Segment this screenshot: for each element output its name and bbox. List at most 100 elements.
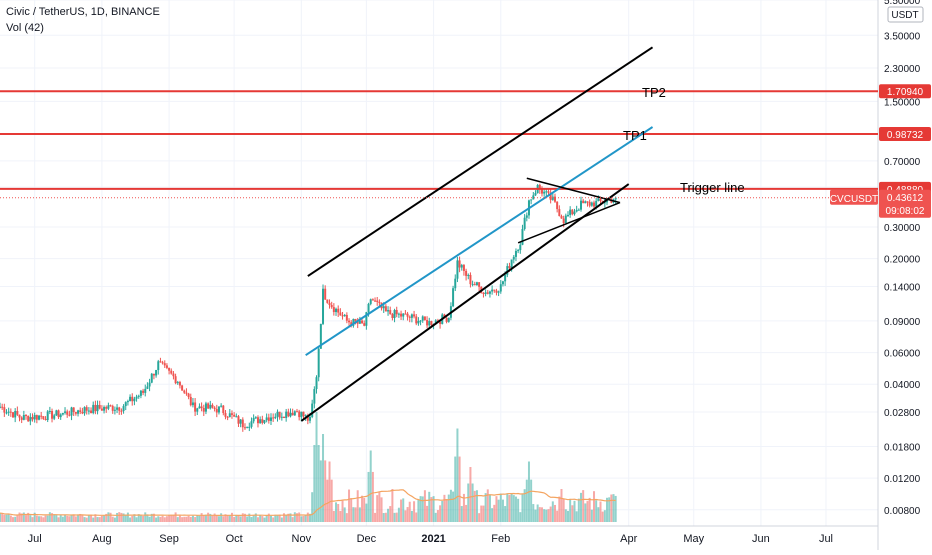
- candle-body: [200, 406, 203, 409]
- candle-body: [163, 363, 166, 366]
- volume-bar: [55, 514, 58, 522]
- volume-bar: [549, 506, 552, 522]
- candle-body: [356, 321, 359, 324]
- volume-bar: [378, 492, 381, 522]
- candle-body: [29, 417, 32, 422]
- candle-body: [345, 314, 348, 321]
- candle-body: [603, 202, 606, 204]
- candle-body: [85, 407, 88, 411]
- candle-body: [374, 300, 377, 302]
- candle-body: [256, 417, 259, 424]
- volume-bar: [595, 500, 598, 522]
- volume-bar: [324, 460, 327, 522]
- candle-body: [317, 348, 320, 378]
- volume-bar: [315, 412, 318, 522]
- candle-body: [350, 322, 353, 326]
- candle-body: [237, 416, 240, 424]
- candle-body: [471, 284, 474, 286]
- candle-body: [152, 373, 155, 376]
- candle-body: [157, 361, 160, 371]
- volume-bar: [215, 515, 218, 522]
- channel-lower: [300, 183, 630, 422]
- volume-bar: [148, 516, 151, 522]
- volume-bar: [564, 509, 567, 522]
- candle-body: [369, 299, 372, 304]
- candle-body: [499, 284, 502, 292]
- x-tick-label: Jul: [819, 533, 833, 545]
- volume-bar: [404, 510, 407, 522]
- candle-body: [178, 382, 181, 386]
- volume-bar: [181, 517, 184, 522]
- y-tick-label: 3.50000: [884, 31, 921, 42]
- volume-bar: [53, 514, 56, 522]
- candle-body: [584, 201, 587, 204]
- volume-bar: [263, 517, 266, 522]
- volume-bar: [387, 508, 390, 522]
- candle-body: [397, 313, 400, 315]
- volume-bar: [256, 517, 259, 522]
- candle-body: [148, 382, 151, 387]
- volume-bar: [467, 483, 470, 522]
- volume-bar: [278, 514, 281, 522]
- candle-body: [309, 416, 312, 421]
- candle-body: [434, 320, 437, 325]
- volume-bar: [265, 515, 268, 522]
- volume-bar: [155, 517, 158, 522]
- candle-body: [387, 310, 390, 312]
- volume-bar: [209, 513, 212, 522]
- candle-body: [501, 281, 504, 285]
- candle-body: [545, 191, 548, 193]
- volume-bar: [553, 504, 556, 522]
- volume-bar: [504, 506, 507, 522]
- candle-body: [339, 312, 342, 316]
- candle-body: [224, 413, 227, 417]
- candle-body: [183, 390, 186, 393]
- volume-bar: [328, 461, 331, 522]
- volume-bar: [5, 514, 8, 522]
- candle-body: [343, 314, 346, 317]
- candle-body: [282, 416, 285, 419]
- x-tick-label: Apr: [620, 533, 637, 545]
- volume-bar: [471, 483, 474, 522]
- volume-bar: [293, 512, 296, 522]
- volume-bar: [332, 510, 335, 522]
- candle-body: [488, 291, 491, 294]
- volume-bar: [545, 509, 548, 522]
- candle-body: [100, 408, 103, 411]
- volume-bar: [133, 514, 136, 522]
- x-tick-label: Nov: [292, 533, 312, 545]
- candle-body: [74, 412, 77, 414]
- candle-body: [220, 405, 223, 407]
- candle-body: [335, 308, 338, 313]
- candle-body: [59, 414, 62, 418]
- volume-bar: [98, 517, 101, 522]
- candle-body: [269, 417, 272, 421]
- candle-body: [341, 315, 344, 317]
- candle-body: [246, 426, 249, 428]
- volume-bar: [497, 499, 500, 522]
- volume-bar: [508, 495, 511, 522]
- candle-body: [493, 289, 496, 291]
- volume-bar: [445, 499, 448, 522]
- candle-body: [228, 413, 231, 418]
- volume-bar: [51, 513, 54, 522]
- candle-body: [514, 250, 517, 257]
- candle-body: [211, 404, 214, 408]
- candle-body: [348, 320, 351, 323]
- volume-bar: [66, 515, 69, 522]
- volume-bar: [571, 505, 574, 522]
- volume-bar: [107, 512, 110, 522]
- volume-bar: [599, 501, 602, 522]
- volume-bar: [178, 515, 181, 522]
- volume-bar: [250, 517, 253, 522]
- candle-body: [135, 396, 138, 399]
- volume-bar: [48, 512, 51, 522]
- candle-body: [137, 395, 140, 397]
- volume-bar: [532, 504, 535, 522]
- volume-bar: [189, 516, 192, 522]
- volume-bar: [70, 514, 73, 522]
- volume-bar: [111, 516, 114, 522]
- volume-bar: [452, 491, 455, 522]
- candle-body: [562, 218, 565, 224]
- volume-bar: [523, 489, 526, 522]
